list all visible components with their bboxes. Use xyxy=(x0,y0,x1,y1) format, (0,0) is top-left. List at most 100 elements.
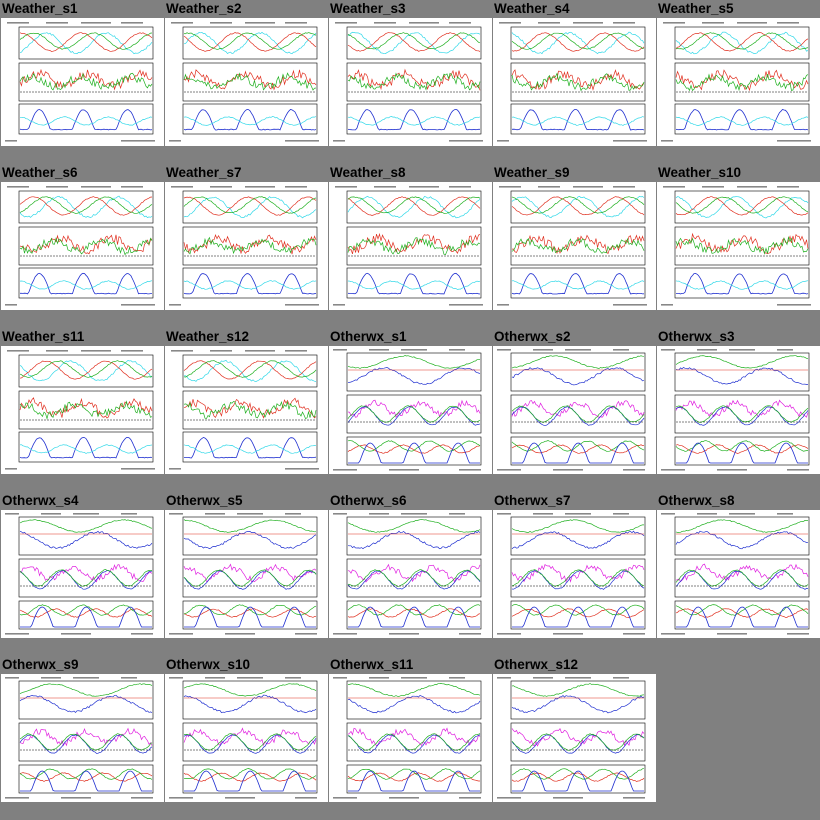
series-red xyxy=(183,608,317,618)
tiny-label xyxy=(169,468,181,470)
gallery-item[interactable]: Otherwx_s10 xyxy=(164,656,328,820)
panel-pressure xyxy=(18,680,154,720)
series-cyan xyxy=(183,31,317,55)
gallery-item[interactable]: Weather_s9 xyxy=(492,164,656,328)
thumbnail-background xyxy=(329,182,492,310)
chart-thumbnail[interactable] xyxy=(493,346,656,474)
tiny-label xyxy=(46,22,68,24)
series-blue xyxy=(183,570,317,590)
series-cyan xyxy=(347,280,481,290)
gallery-item[interactable]: Weather_s8 xyxy=(328,164,492,328)
chart-thumbnail[interactable] xyxy=(493,182,656,310)
gallery-item[interactable]: Weather_s5 xyxy=(656,0,820,164)
chart-thumbnail[interactable] xyxy=(657,346,820,474)
thumbnail-plot xyxy=(329,182,492,310)
chart-thumbnail[interactable] xyxy=(1,510,164,638)
panel-wind xyxy=(18,390,154,430)
series-green xyxy=(183,768,317,780)
gallery-item[interactable]: Otherwx_s3 xyxy=(656,328,820,492)
gallery-item[interactable]: Otherwx_s2 xyxy=(492,328,656,492)
chart-thumbnail[interactable] xyxy=(1,346,164,474)
gallery-item[interactable]: Otherwx_s9 xyxy=(0,656,164,820)
chart-thumbnail[interactable] xyxy=(165,346,328,474)
series-blue xyxy=(347,108,480,131)
panel-wind xyxy=(182,62,318,102)
gallery-item[interactable]: Otherwx_s1 xyxy=(328,328,492,492)
tiny-label xyxy=(777,140,811,142)
series-cyan xyxy=(183,196,317,219)
gallery-item[interactable]: Weather_s3 xyxy=(328,0,492,164)
tiny-label xyxy=(121,186,143,188)
panel-wind xyxy=(346,62,482,102)
gallery-item[interactable]: Weather_s11 xyxy=(0,328,164,492)
series-green xyxy=(19,683,153,697)
gallery-item[interactable]: Otherwx_s4 xyxy=(0,492,164,656)
series-blue xyxy=(183,273,317,295)
gallery-item[interactable]: Otherwx_s8 xyxy=(656,492,820,656)
chart-thumbnail[interactable] xyxy=(329,674,492,802)
series-red xyxy=(347,196,481,216)
chart-thumbnail[interactable] xyxy=(493,18,656,146)
chart-thumbnail[interactable] xyxy=(493,674,656,802)
gallery-item[interactable]: Weather_s6 xyxy=(0,164,164,328)
gallery-item[interactable]: Weather_s2 xyxy=(164,0,328,164)
gallery-item[interactable]: Weather_s4 xyxy=(492,0,656,164)
gallery-item[interactable]: Otherwx_s6 xyxy=(328,492,492,656)
series-magenta xyxy=(511,728,645,747)
tiny-label xyxy=(729,349,755,351)
tiny-label xyxy=(573,186,603,188)
item-title: Weather_s5 xyxy=(658,1,734,16)
thumbnail-plot xyxy=(329,346,492,474)
tiny-label xyxy=(553,633,583,635)
chart-thumbnail[interactable] xyxy=(1,18,164,146)
gallery-item[interactable]: Weather_s12 xyxy=(164,328,328,492)
tiny-label xyxy=(121,140,155,142)
chart-thumbnail[interactable] xyxy=(493,510,656,638)
gallery-item[interactable]: Otherwx_s12 xyxy=(492,656,656,820)
panel-temperature xyxy=(346,190,482,224)
gallery-item[interactable]: Otherwx_s5 xyxy=(164,492,328,656)
gallery-item[interactable]: Weather_s10 xyxy=(656,164,820,328)
gallery-item[interactable]: Weather_s7 xyxy=(164,164,328,328)
series-cyan xyxy=(183,116,317,126)
chart-thumbnail[interactable] xyxy=(165,182,328,310)
series-magenta xyxy=(675,563,809,583)
tiny-label xyxy=(61,633,91,635)
tiny-label xyxy=(46,350,68,352)
chart-thumbnail[interactable] xyxy=(165,510,328,638)
series-green xyxy=(19,733,153,751)
chart-thumbnail[interactable] xyxy=(1,182,164,310)
chart-thumbnail[interactable] xyxy=(657,182,820,310)
chart-thumbnail[interactable] xyxy=(657,510,820,638)
series-green xyxy=(19,768,153,780)
chart-thumbnail[interactable] xyxy=(329,18,492,146)
chart-thumbnail[interactable] xyxy=(657,18,820,146)
series-blue xyxy=(512,770,644,792)
panel-humidity xyxy=(346,394,482,434)
chart-thumbnail[interactable] xyxy=(1,674,164,802)
series-red xyxy=(347,68,481,91)
tiny-label xyxy=(497,633,521,635)
tiny-label xyxy=(335,186,357,188)
series-blue xyxy=(347,272,481,295)
chart-thumbnail[interactable] xyxy=(165,674,328,802)
gallery-item[interactable]: Otherwx_s11 xyxy=(328,656,492,820)
chart-thumbnail[interactable] xyxy=(329,510,492,638)
chart-thumbnail[interactable] xyxy=(165,18,328,146)
tiny-label xyxy=(737,22,767,24)
series-cyan xyxy=(675,196,809,219)
series-magenta xyxy=(675,399,809,418)
chart-thumbnail[interactable] xyxy=(329,346,492,474)
panel-humidity xyxy=(18,722,154,762)
series-blue xyxy=(20,272,152,295)
panel-wind xyxy=(182,390,318,430)
chart-thumbnail[interactable] xyxy=(329,182,492,310)
thumbnail-plot xyxy=(165,346,328,474)
series-magenta xyxy=(347,563,481,583)
series-cyan xyxy=(19,280,153,290)
tiny-label xyxy=(61,797,91,799)
series-green xyxy=(511,237,645,254)
gallery-item[interactable]: Otherwx_s7 xyxy=(492,492,656,656)
gallery-item[interactable]: Weather_s1 xyxy=(0,0,164,164)
series-cyan xyxy=(675,116,809,126)
